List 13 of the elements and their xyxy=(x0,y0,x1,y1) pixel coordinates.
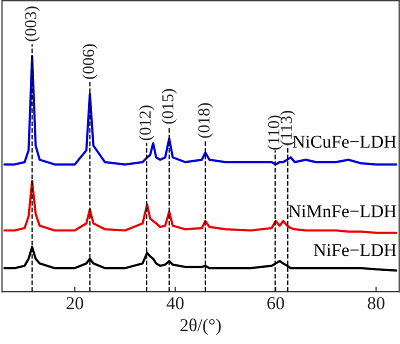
annotation: (110) xyxy=(268,116,283,150)
series-label: NiFe−LDH xyxy=(314,244,396,256)
x-tick-label: 80 xyxy=(368,297,384,310)
x-axis-title: 2θ/(°) xyxy=(180,318,221,335)
x-tick-label: 40 xyxy=(166,297,184,310)
x-tick-label: 60 xyxy=(267,297,284,310)
annotation: (003) xyxy=(24,6,40,42)
series-label: NiMnFe−LDH xyxy=(288,205,396,218)
x-tick-label: 20 xyxy=(66,297,84,310)
annotation: (018) xyxy=(198,103,213,138)
annotation: (006) xyxy=(82,44,98,79)
annotation: (015) xyxy=(162,89,177,124)
annotation: (012) xyxy=(139,106,154,140)
